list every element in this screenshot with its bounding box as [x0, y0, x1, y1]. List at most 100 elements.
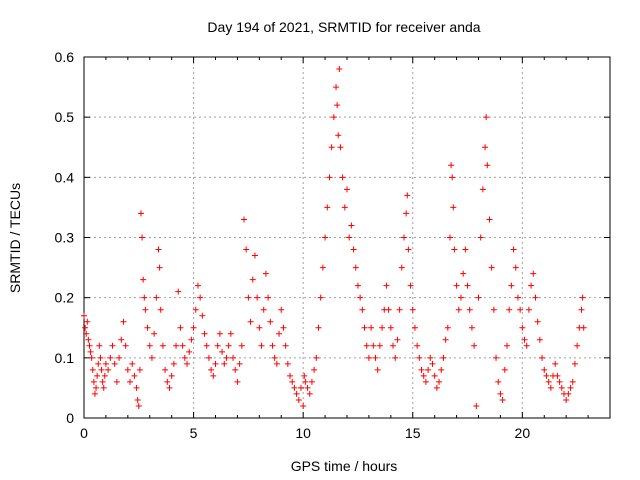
- data-point: [315, 324, 322, 331]
- data-point: [400, 234, 407, 241]
- data-point: [238, 342, 245, 349]
- data-point: [159, 342, 166, 349]
- data-point: [190, 324, 197, 331]
- y-tick-label: 0.1: [55, 350, 75, 366]
- data-point: [156, 264, 163, 271]
- data-point: [483, 114, 490, 121]
- data-point: [137, 210, 144, 217]
- data-point: [142, 306, 149, 313]
- data-point: [105, 366, 112, 373]
- data-point: [484, 162, 491, 169]
- data-point: [396, 306, 403, 313]
- data-point: [135, 402, 142, 409]
- data-point: [333, 84, 340, 91]
- data-point: [530, 270, 537, 277]
- data-point: [558, 384, 565, 391]
- data-point: [136, 366, 143, 373]
- data-point: [541, 366, 548, 373]
- data-point: [394, 336, 401, 343]
- x-tick-label: 15: [405, 425, 421, 441]
- y-tick-label: 0.5: [55, 109, 75, 125]
- data-point: [448, 162, 455, 169]
- data-point: [88, 354, 95, 361]
- data-point: [308, 378, 315, 385]
- data-point: [457, 294, 464, 301]
- data-point: [444, 324, 451, 331]
- data-point: [578, 306, 585, 313]
- data-point: [490, 306, 497, 313]
- data-point: [418, 366, 425, 373]
- grid: [84, 57, 610, 418]
- data-point: [473, 402, 480, 409]
- data-point: [525, 306, 532, 313]
- x-tick-label: 5: [190, 425, 198, 441]
- data-point: [225, 342, 232, 349]
- data-point: [390, 342, 397, 349]
- data-point: [563, 396, 570, 403]
- data-point: [300, 402, 307, 409]
- data-point: [184, 360, 191, 367]
- data-point: [403, 210, 410, 217]
- data-point: [186, 348, 193, 355]
- y-tick-label: 0: [66, 410, 74, 426]
- data-point: [295, 396, 302, 403]
- data-point: [102, 360, 109, 367]
- data-point: [287, 372, 294, 379]
- data-point: [240, 216, 247, 223]
- data-point: [436, 378, 443, 385]
- data-point: [251, 252, 258, 259]
- data-point: [109, 342, 116, 349]
- data-point: [539, 354, 546, 361]
- data-point: [370, 342, 377, 349]
- data-point: [265, 294, 272, 301]
- data-point: [113, 378, 120, 385]
- data-point: [260, 306, 267, 313]
- data-point: [97, 354, 104, 361]
- data-point: [164, 378, 171, 385]
- data-points: [81, 66, 587, 409]
- data-point: [334, 102, 341, 109]
- data-point: [188, 336, 195, 343]
- data-point: [499, 396, 506, 403]
- data-point: [554, 372, 561, 379]
- data-point: [273, 360, 280, 367]
- data-point: [291, 384, 298, 391]
- data-point: [326, 174, 333, 181]
- data-point: [269, 342, 276, 349]
- data-point: [350, 246, 357, 253]
- data-point: [177, 324, 184, 331]
- data-point: [208, 366, 215, 373]
- data-point: [249, 276, 256, 283]
- y-tick-label: 0.4: [55, 169, 75, 185]
- data-point: [216, 330, 223, 337]
- data-point: [82, 324, 89, 331]
- data-point: [357, 294, 364, 301]
- data-point: [118, 336, 125, 343]
- data-point: [101, 372, 108, 379]
- chart-title: Day 194 of 2021, SRMTID for receiver and…: [207, 19, 480, 35]
- data-point: [501, 366, 508, 373]
- data-point: [543, 372, 550, 379]
- data-point: [517, 306, 524, 313]
- data-point: [214, 342, 221, 349]
- data-point: [503, 342, 510, 349]
- data-point: [385, 306, 392, 313]
- data-point: [514, 294, 521, 301]
- data-point: [86, 342, 93, 349]
- data-point: [94, 372, 101, 379]
- data-point: [414, 342, 421, 349]
- data-point: [352, 264, 359, 271]
- plot-frame: [83, 56, 611, 419]
- data-point: [528, 282, 535, 289]
- data-point: [84, 318, 91, 325]
- data-point: [565, 390, 572, 397]
- data-point: [212, 360, 219, 367]
- data-point: [521, 336, 528, 343]
- data-point: [438, 366, 445, 373]
- data-point: [346, 234, 353, 241]
- data-point: [532, 294, 539, 301]
- tick-labels: 0 5 10 15 20 0 0.1 0.2 0.3 0.4 0.5 0.6: [55, 49, 531, 441]
- data-point: [98, 366, 105, 373]
- data-point: [155, 246, 162, 253]
